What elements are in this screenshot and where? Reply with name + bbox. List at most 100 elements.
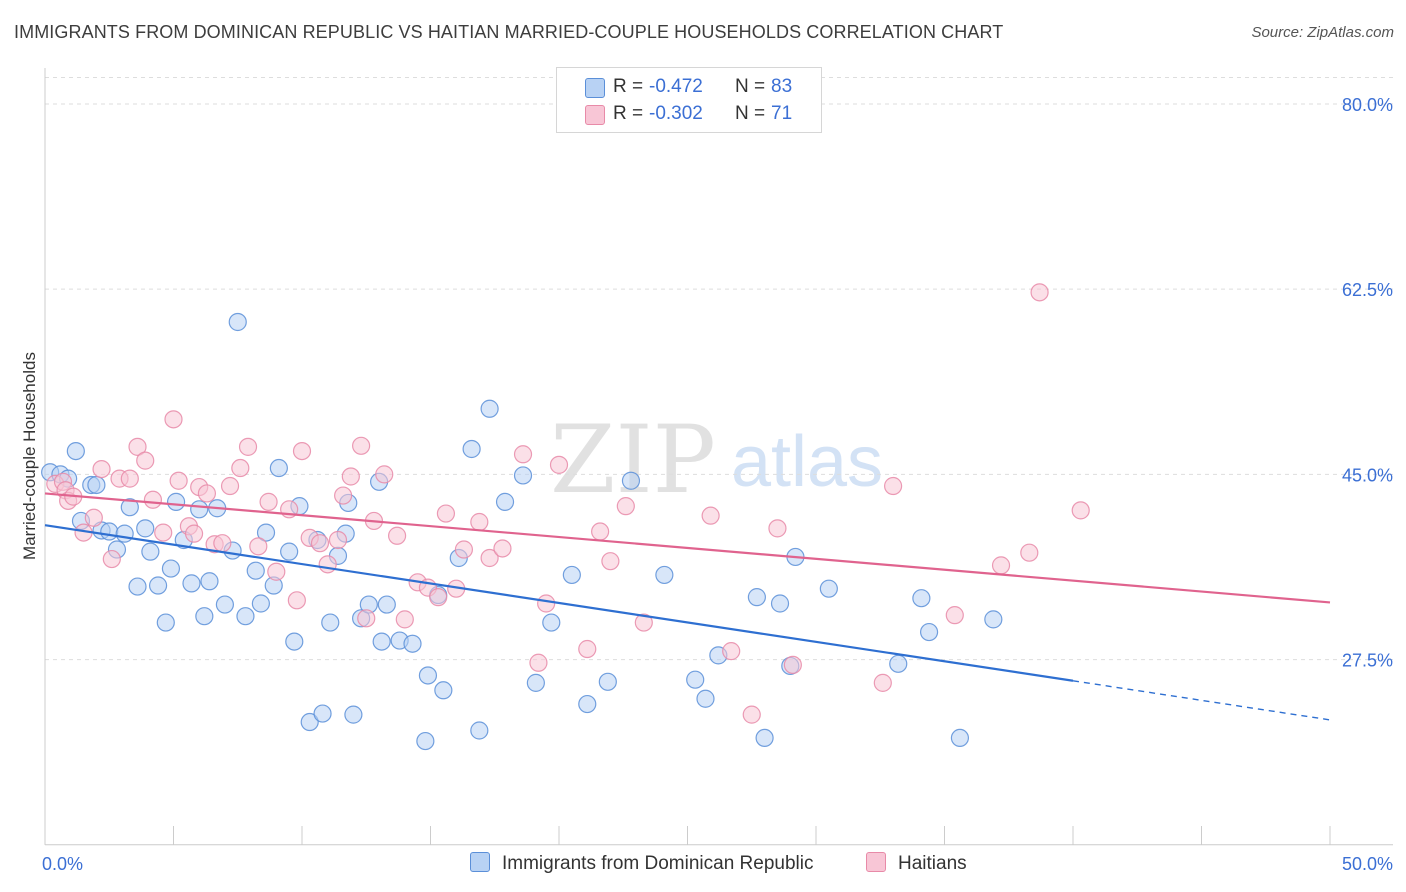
dominican-point-6: [87, 475, 106, 495]
dominican-point-28: [236, 607, 255, 626]
series-legend-swatch-dominican: [470, 852, 490, 872]
haitian-point-11: [128, 437, 147, 456]
haitian-point-43: [395, 610, 414, 629]
haitian-point-49: [454, 540, 474, 559]
dominican-point-62: [526, 673, 545, 692]
legend-swatch-haitian: [585, 105, 605, 125]
dominican-point-81: [950, 728, 970, 748]
haitian-point-38: [352, 436, 371, 455]
legend-n-value: 83: [771, 76, 793, 97]
haitian-point-47: [436, 504, 456, 523]
watermark: ZIP atlas: [550, 406, 883, 515]
haitian-point-60: [616, 497, 635, 516]
haitian-point-28: [267, 562, 286, 581]
chart-title: IMMIGRANTS FROM DOMINICAN REPUBLIC VS HA…: [14, 22, 1004, 42]
haitian-point-42: [387, 526, 407, 545]
dominican-point-3: [66, 441, 85, 461]
dominican-point-48: [372, 632, 391, 651]
haitian-point-56: [549, 455, 569, 474]
haitian-point-67: [873, 673, 892, 692]
dominican-point-34: [280, 542, 299, 561]
haitian-point-8: [102, 549, 121, 569]
dominican-point-80: [919, 622, 939, 642]
dominican-point-68: [655, 565, 674, 585]
haitian-point-30: [287, 591, 306, 610]
haitian-point-53: [513, 445, 533, 464]
haitian-point-73: [1071, 501, 1090, 520]
dominican-point-74: [770, 594, 790, 613]
haitian-point-57: [578, 639, 597, 659]
haitian-point-70: [991, 556, 1011, 575]
dominican-point-30: [251, 594, 270, 613]
haitian-point-7: [92, 459, 111, 479]
dominican-point-20: [182, 574, 201, 593]
dominican-point-33: [269, 458, 288, 478]
dominican-point-13: [136, 519, 155, 538]
legend-row-haitian: R = -0.302 N = 71: [557, 101, 821, 127]
dominican-point-73: [755, 728, 774, 748]
dominican-point-66: [598, 672, 617, 691]
haitian-point-55: [537, 594, 556, 613]
haitian-point-46: [429, 588, 448, 607]
haitian-point-37: [341, 467, 360, 486]
haitian-point-72: [1030, 283, 1049, 302]
dominican-point-78: [889, 654, 908, 673]
haitian-point-61: [634, 613, 653, 632]
y-tick-label-1: 45.0%: [1342, 465, 1393, 485]
haitian-point-34: [318, 555, 337, 574]
haitian-point-64: [742, 705, 761, 724]
series-legend-label-haitian: Haitians: [898, 853, 967, 874]
haitian-point-18: [184, 524, 204, 543]
series-legend-dominican: Immigrants from Dominican Republic: [470, 852, 814, 875]
series-legend-swatch-haitian: [866, 852, 886, 872]
x-tick-label-min: 0.0%: [42, 854, 83, 874]
tick-labels: 27.5% 45.0% 62.5% 80.0% 0.0% 50.0%: [42, 95, 1393, 874]
haitian-point-33: [310, 534, 330, 553]
dominican-point-11: [120, 498, 139, 517]
y-axis-label: Married-couple Households: [20, 352, 39, 560]
legend-swatch-dominican: [585, 78, 605, 98]
legend-r-value: -0.302: [649, 103, 703, 124]
series-haitian-points: [46, 283, 1090, 724]
y-tick-label-2: 62.5%: [1342, 280, 1393, 300]
dominican-point-59: [480, 399, 499, 418]
x-tick-label-max: 50.0%: [1342, 854, 1393, 874]
haitian-point-25: [238, 437, 258, 456]
dominican-point-65: [578, 694, 597, 714]
trendline-dominican-extension: [1072, 680, 1331, 721]
dominican-point-23: [200, 572, 219, 591]
haitian-point-51: [480, 548, 499, 568]
dominican-point-35: [285, 632, 304, 651]
haitian-point-54: [529, 653, 548, 672]
haitian-point-65: [768, 519, 787, 538]
haitian-point-36: [334, 486, 353, 505]
y-tick-label-3: 80.0%: [1342, 95, 1393, 115]
dominican-point-12: [128, 577, 147, 596]
haitian-point-20: [197, 484, 217, 503]
dominican-point-77: [819, 579, 838, 598]
axes: [44, 68, 1393, 846]
legend-r-label: R =: [613, 103, 644, 124]
dominican-point-61: [513, 466, 533, 485]
dominican-point-52: [416, 731, 435, 751]
haitian-point-26: [249, 537, 268, 556]
legend-r-label: R =: [613, 76, 644, 97]
dominican-point-10: [115, 524, 134, 543]
haitian-point-41: [375, 465, 394, 484]
dominican-point-57: [462, 439, 481, 459]
dominican-point-31: [256, 523, 276, 542]
dominican-point-63: [542, 613, 561, 632]
trendlines: [44, 492, 1331, 721]
legend-n-label: N =: [735, 76, 766, 97]
dominican-point-8: [100, 522, 119, 541]
haitian-point-23: [220, 476, 240, 496]
dominican-point-37: [300, 712, 319, 732]
dominican-point-64: [562, 565, 581, 585]
y-tick-label-0: 27.5%: [1342, 651, 1393, 671]
watermark-zip: ZIP: [550, 406, 716, 515]
haitian-point-12: [136, 451, 155, 470]
dominican-point-17: [161, 559, 181, 578]
dominican-point-79: [912, 589, 931, 608]
dominican-point-44: [344, 705, 363, 724]
dominican-point-53: [418, 666, 438, 685]
